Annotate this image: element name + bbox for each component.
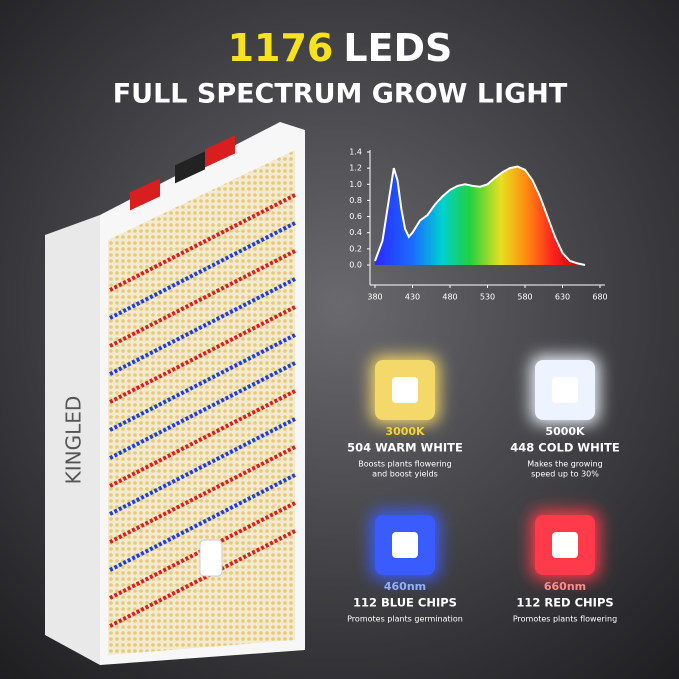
card-desc: and boost yields (372, 470, 438, 479)
card-desc: Promotes plants flowering (513, 615, 617, 624)
spectrum-area (375, 166, 585, 265)
y-tick-label: 0.6 (349, 212, 362, 221)
card-name: 112 RED CHIPS (516, 596, 613, 610)
y-tick-label: 0.8 (349, 196, 362, 205)
x-tick-label: 680 (592, 293, 607, 302)
card-desc: Promotes plants germination (347, 615, 463, 624)
y-tick-label: 1.0 (349, 180, 362, 189)
card-name: 448 COLD WHITE (510, 441, 620, 455)
x-tick-label: 530 (480, 293, 495, 302)
headline: 1176 LEDS (228, 26, 453, 70)
grow-light-panel: KINGLED (45, 122, 305, 665)
brand: KINGLED (62, 396, 86, 485)
y-tick-label: 1.2 (349, 164, 362, 173)
card-name: 112 BLUE CHIPS (353, 596, 457, 610)
x-tick-label: 630 (555, 293, 570, 302)
led-chip-core (552, 532, 578, 558)
y-tick-label: 0.0 (349, 261, 362, 270)
led-card: 660nm 112 RED CHIPS Promotes plants flower… (513, 511, 617, 624)
led-chip-core (392, 377, 418, 403)
spectrum-chart: 0.0 0.2 0.4 0.6 0.8 1.0 1.2 1.4 380 430 480 530 580 6… (349, 148, 607, 302)
x-tick-label: 380 (367, 293, 382, 302)
headline-word: LEDS (343, 26, 452, 70)
card-desc: Boosts plants flowering (358, 460, 451, 469)
card-temp: 3000K (385, 425, 425, 438)
card-name: 504 WARM WHITE (347, 441, 463, 455)
card-temp: 460nm (384, 580, 426, 593)
led-card: 460nm 112 BLUE CHIPS Promotes plants germi… (347, 511, 463, 624)
card-desc: Makes the growing (527, 460, 602, 469)
led-chip-core (392, 532, 418, 558)
x-tick-label: 480 (442, 293, 457, 302)
led-card: 5000K 448 COLD WHITE Makes the growingspee… (510, 356, 620, 479)
x-tick-label: 580 (517, 293, 532, 302)
spectrum-line (374, 165, 586, 266)
card-temp: 5000K (545, 425, 585, 438)
card-desc: speed up to 30% (531, 470, 599, 479)
card-temp: 660nm (544, 580, 586, 593)
led-chip-core (552, 377, 578, 403)
headline-number: 1176 (228, 26, 334, 70)
y-tick-label: 0.4 (349, 228, 362, 237)
subtitle: FULL SPECTRUM GROW LIGHT (113, 79, 568, 110)
y-tick-label: 0.2 (349, 244, 362, 253)
led-card: 3000K 504 WARM WHITE Boosts plants floweri… (347, 356, 463, 479)
y-tick-label: 1.4 (349, 148, 362, 157)
x-tick-label: 430 (405, 293, 420, 302)
